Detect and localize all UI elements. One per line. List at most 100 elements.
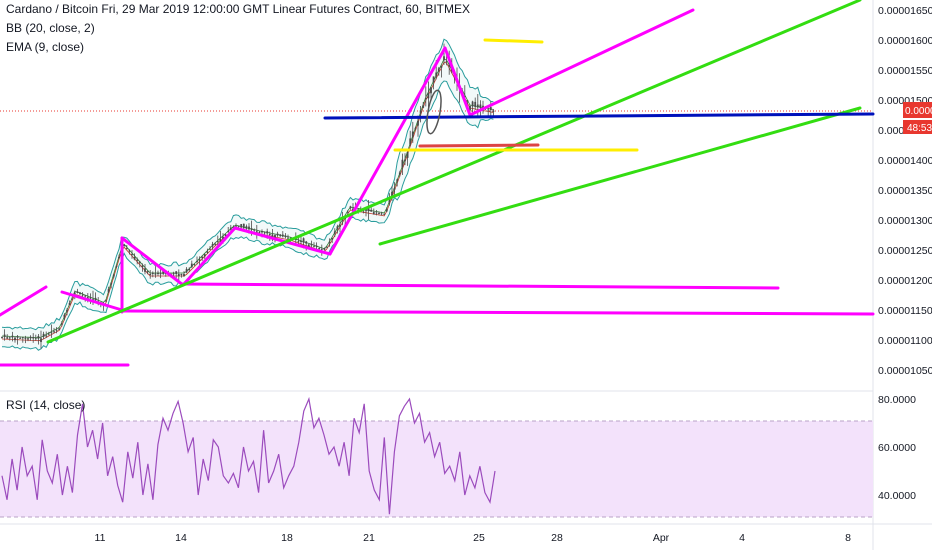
candle: [6, 334, 9, 339]
magenta-line[interactable]: [60, 290, 124, 312]
candle: [404, 153, 406, 166]
candle: [430, 87, 432, 99]
candle: [183, 271, 185, 277]
magenta-line[interactable]: [468, 8, 695, 117]
green-trendline[interactable]: [378, 106, 862, 246]
candle: [417, 115, 419, 137]
candle: [110, 281, 113, 289]
candle: [68, 300, 71, 306]
candle: [339, 218, 341, 233]
green-trendline[interactable]: [46, 0, 862, 344]
candle: [214, 242, 217, 246]
candle: [105, 299, 107, 302]
candle: [79, 291, 81, 296]
candle: [27, 337, 29, 342]
time-axis[interactable]: 11 14 18 21 25 28 Apr 4 8: [95, 532, 852, 544]
time-tick-label: 28: [551, 532, 563, 544]
yellow-line[interactable]: [483, 38, 544, 44]
candle: [125, 245, 128, 250]
rsi-tick-label: 40.0000: [878, 490, 916, 502]
magenta-line[interactable]: [233, 226, 332, 256]
candle: [398, 170, 401, 177]
candle: [154, 266, 157, 278]
candle: [432, 76, 435, 90]
last-price-value: 0.00001482: [905, 106, 932, 117]
candle: [276, 231, 279, 237]
bb-lower: [2, 80, 494, 351]
candle: [66, 308, 68, 316]
candle: [336, 224, 339, 234]
candle: [281, 231, 284, 238]
candle: [409, 130, 412, 147]
candle: [206, 248, 209, 254]
candle: [29, 335, 32, 341]
last-price-tag-bg: [903, 102, 932, 118]
candle: [487, 107, 490, 117]
bb-indicator-label[interactable]: BB (20, close, 2): [6, 21, 95, 35]
magenta-line[interactable]: [120, 236, 185, 287]
candle: [107, 286, 110, 294]
candle: [320, 244, 323, 256]
ema-line: [1, 58, 494, 339]
candle: [333, 228, 336, 238]
candle: [63, 313, 66, 321]
rsi-axis[interactable]: 80.0000 60.0000 40.0000: [878, 394, 916, 502]
candle: [3, 329, 6, 341]
candle: [32, 333, 35, 343]
candle: [203, 253, 206, 260]
candle: [58, 327, 61, 331]
magenta-line[interactable]: [0, 285, 48, 317]
candle: [47, 331, 50, 336]
candle: [76, 288, 79, 294]
candle: [375, 209, 378, 216]
candle: [1, 336, 3, 339]
magenta-line[interactable]: [328, 46, 447, 256]
candle: [406, 151, 409, 166]
candle: [188, 267, 191, 272]
candle: [378, 211, 380, 215]
blue-horizontal-line[interactable]: [323, 112, 875, 120]
candle: [211, 241, 214, 250]
magenta-line[interactable]: [181, 282, 780, 290]
candle: [55, 327, 58, 334]
candle: [149, 270, 152, 279]
chart-title: Cardano / Bitcoin Fri, 29 Mar 2019 12:00…: [6, 2, 470, 16]
price-tick-label: 0.00001150: [878, 305, 932, 317]
price-tick-label: 0.00001250: [878, 245, 932, 257]
candle: [474, 97, 477, 111]
candle: [60, 321, 63, 327]
candle: [185, 267, 188, 274]
candle: [146, 270, 149, 275]
price-tick-label: 0.00001350: [878, 185, 932, 197]
rsi-pane[interactable]: [0, 396, 873, 518]
ema-indicator-label[interactable]: EMA (9, close): [6, 40, 85, 54]
candle: [14, 336, 16, 343]
candle: [112, 273, 115, 279]
candle: [19, 336, 22, 339]
magenta-line[interactable]: [443, 46, 472, 117]
magenta-line[interactable]: [120, 309, 875, 316]
countdown-value: 48:53: [907, 123, 932, 134]
rsi-tick-label: 80.0000: [878, 394, 916, 406]
price-axis[interactable]: 0.000016500.000016000.000015500.00001500…: [878, 5, 932, 377]
rsi-indicator-label[interactable]: RSI (14, close): [6, 398, 86, 412]
candle: [479, 100, 482, 116]
red-line[interactable]: [418, 143, 540, 148]
candle: [419, 105, 422, 123]
last-price-tag: 0.00001482 48:53: [903, 102, 932, 134]
candle: [411, 121, 414, 144]
candle: [8, 336, 11, 341]
candle: [229, 224, 232, 232]
candle: [209, 246, 211, 250]
candle: [227, 226, 230, 233]
candle: [11, 331, 14, 342]
time-tick-label: Apr: [653, 532, 670, 544]
candle: [310, 240, 313, 249]
time-tick-label: 25: [473, 532, 485, 544]
price-tick-label: 0.00001550: [878, 65, 932, 77]
magenta-line[interactable]: [181, 226, 237, 287]
candle: [422, 101, 425, 109]
price-tick-label: 0.00001600: [878, 35, 932, 47]
